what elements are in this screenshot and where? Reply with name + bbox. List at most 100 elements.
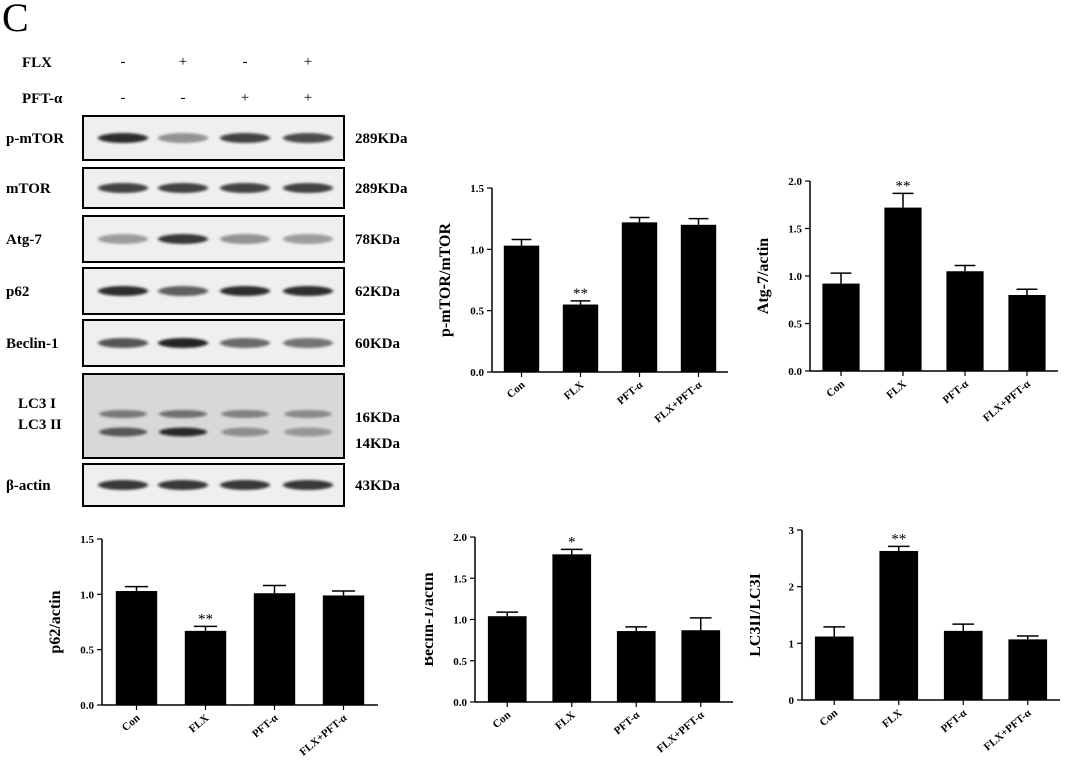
bar	[884, 207, 922, 371]
band-size: 14KDa	[355, 436, 401, 452]
blot-band	[283, 480, 333, 490]
bar	[253, 593, 296, 705]
bar	[322, 595, 365, 705]
band-label: LC3 I	[18, 396, 56, 412]
blot-band	[99, 410, 147, 418]
blot-band	[158, 286, 208, 296]
y-tick-label: 0.5	[80, 645, 94, 657]
blot-band	[98, 480, 148, 490]
band-label: β-actin	[6, 478, 51, 494]
y-tick-label: 0.5	[470, 306, 484, 318]
y-tick-label: 1.5	[470, 183, 484, 195]
y-tick-label: 1.5	[788, 224, 802, 236]
y-axis-label: LC3II/LC3I	[750, 573, 764, 657]
bar	[487, 616, 527, 702]
bar	[184, 630, 227, 705]
blot-band	[220, 133, 270, 143]
blot-band	[99, 427, 147, 437]
significance-mark: **	[198, 611, 213, 627]
y-axis-label: Atg-7/actin	[755, 238, 772, 315]
x-tick-label: FLX	[553, 709, 578, 732]
y-tick-label: 0.0	[453, 697, 467, 709]
y-axis-label: p62/actin	[47, 590, 64, 653]
bar	[879, 550, 919, 700]
y-tick-label: 1.5	[80, 534, 94, 546]
band-label: mTOR	[6, 181, 51, 197]
band-label: p62	[6, 284, 29, 300]
blot-band	[220, 338, 270, 348]
bar	[562, 304, 599, 372]
treatment-label: FLX	[22, 55, 52, 71]
y-axis-label: Beclin-1/actin	[425, 572, 437, 666]
bar	[946, 271, 984, 371]
y-tick-label: 2.0	[788, 176, 802, 188]
band-label: Beclin-1	[6, 336, 59, 352]
y-tick-label: 0	[789, 695, 795, 707]
x-tick-label: Con	[120, 712, 143, 734]
bar	[503, 245, 540, 372]
blot-band	[98, 338, 148, 348]
bar	[616, 631, 656, 702]
y-axis-label: p-mTOR/mTOR	[437, 223, 454, 338]
bar	[814, 636, 854, 700]
blot-band	[221, 410, 269, 418]
bar	[1008, 639, 1048, 700]
western-blot: FLX - + - + PFT-α - - + + p-mTOR 289KDa mTOR 289KDa At…	[6, 54, 408, 507]
blot-band	[283, 133, 333, 143]
blot-band	[284, 410, 332, 418]
treatment-sign: -	[181, 90, 186, 106]
y-tick-label: 1.0	[470, 244, 484, 256]
x-tick-label: Con	[490, 709, 513, 731]
band-label: Atg-7	[6, 232, 42, 248]
panel-label: C	[2, 0, 29, 40]
blot-band	[283, 286, 333, 296]
blot-band	[158, 234, 208, 244]
bar	[621, 222, 658, 372]
bar	[943, 630, 983, 700]
blot-band	[220, 480, 270, 490]
x-tick-label: Con	[817, 707, 840, 729]
chart-p-mtor-mtor: 0.0 0.5 1.0 1.5 p-mTOR/mTOR Con ** FLX PFT-α FLX+…	[437, 183, 728, 426]
blot-band	[283, 234, 333, 244]
chart-atg7-actin: 0.0 0.5 1.0 1.5 2.0 Atg-7/actin Con ** FLX PFT-α F…	[755, 176, 1058, 424]
x-tick-label: PFT-α	[941, 378, 972, 407]
y-tick-label: 0.0	[788, 366, 802, 378]
x-tick-label: FLX+PFT-α	[297, 712, 350, 759]
treatment-sign: +	[179, 54, 187, 70]
y-tick-label: 0.5	[788, 319, 802, 331]
treatment-sign: +	[304, 54, 312, 70]
x-tick-label: FLX	[884, 378, 909, 401]
y-tick-label: 1.5	[453, 573, 467, 585]
y-tick-label: 0.0	[80, 700, 94, 712]
band-size: 289KDa	[355, 181, 408, 197]
y-tick-label: 1.0	[453, 615, 467, 627]
bar	[822, 283, 860, 371]
blot-band	[158, 480, 208, 490]
blot-band	[98, 183, 148, 193]
band-label: p-mTOR	[6, 131, 64, 147]
chart-beclin1-actin: 0.0 0.5 1.0 1.5 2.0 Beclin-1/actin Con * FLX PFT-…	[425, 532, 733, 756]
x-tick-label: Con	[824, 378, 847, 400]
x-tick-label: FLX+PFT-α	[655, 709, 708, 756]
x-tick-label: PFT-α	[939, 707, 970, 736]
significance-mark: **	[896, 178, 911, 194]
x-tick-label: FLX	[880, 707, 905, 730]
blot-band	[98, 133, 148, 143]
band-label: LC3 II	[18, 417, 62, 433]
y-tick-label: 2	[789, 582, 795, 594]
band-size: 78KDa	[355, 232, 401, 248]
significance-mark: **	[573, 286, 588, 302]
treatment-label: PFT-α	[22, 91, 63, 107]
band-size: 43KDa	[355, 478, 401, 494]
blot-band	[158, 183, 208, 193]
blot-band	[158, 338, 208, 348]
x-tick-label: FLX+PFT-α	[652, 379, 705, 426]
treatment-sign: -	[243, 54, 248, 70]
treatment-sign: +	[304, 90, 312, 106]
y-tick-label: 1	[789, 638, 795, 650]
bar	[552, 554, 592, 702]
significance-mark: **	[891, 531, 906, 547]
band-size: 16KDa	[355, 410, 401, 426]
treatment-sign: -	[121, 54, 126, 70]
y-tick-label: 0.0	[470, 367, 484, 379]
